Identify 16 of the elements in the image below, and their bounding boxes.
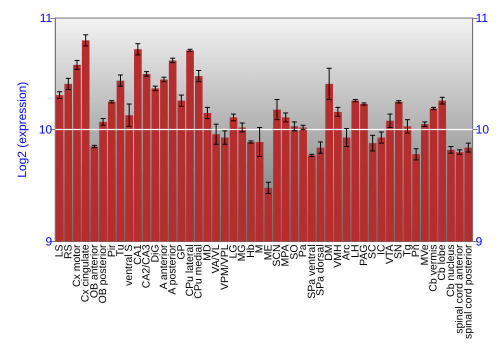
x-tick-label: spinal cord posterior	[462, 244, 474, 339]
y2-tick-label: 11	[476, 11, 488, 25]
x-tick-label: DiG	[149, 244, 162, 263]
x-tick-label: OB posterior	[97, 244, 110, 304]
x-tick-label: SPa dorsal	[314, 244, 326, 296]
y-tick-label: 11	[40, 11, 53, 25]
y-tick-label: 9	[46, 234, 53, 248]
x-tick-label: SO	[288, 244, 300, 260]
x-tick-label: Tg	[401, 244, 414, 257]
y2-tick-label: 9	[476, 234, 483, 248]
y-tick-label: 10	[38, 122, 53, 137]
x-tick-label: SCN	[270, 244, 283, 267]
x-tick-label: A posterior	[166, 244, 179, 295]
y2-tick-label: 10	[476, 122, 490, 137]
x-tick-label: RS	[62, 244, 74, 260]
y-axis-title: Log2 (expression)	[15, 82, 29, 178]
